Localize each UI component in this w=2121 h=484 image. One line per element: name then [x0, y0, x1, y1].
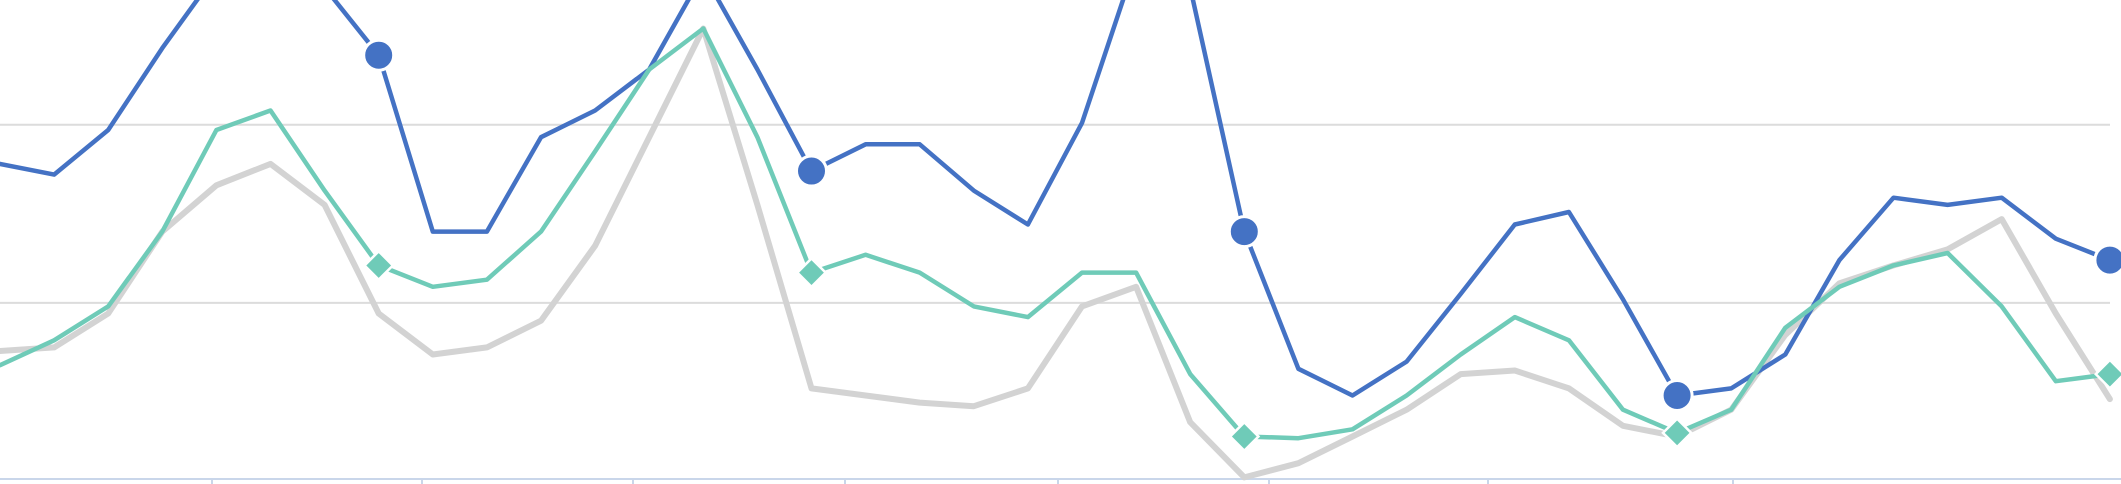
- marker: [795, 154, 828, 188]
- marker: [1660, 378, 1694, 412]
- marker: [1228, 420, 1261, 453]
- grid: [0, 123, 2110, 304]
- series-line: [0, 26, 2113, 441]
- marker: [362, 249, 395, 282]
- x-axis-ticks: [211, 479, 1734, 484]
- marker: [795, 256, 828, 289]
- markers: [362, 38, 2121, 453]
- marker: [1661, 416, 1694, 449]
- marker: [2093, 243, 2121, 277]
- series-line: [0, 25, 2113, 481]
- marker: [2093, 358, 2121, 391]
- marker: [1227, 215, 1261, 249]
- marker: [362, 38, 396, 72]
